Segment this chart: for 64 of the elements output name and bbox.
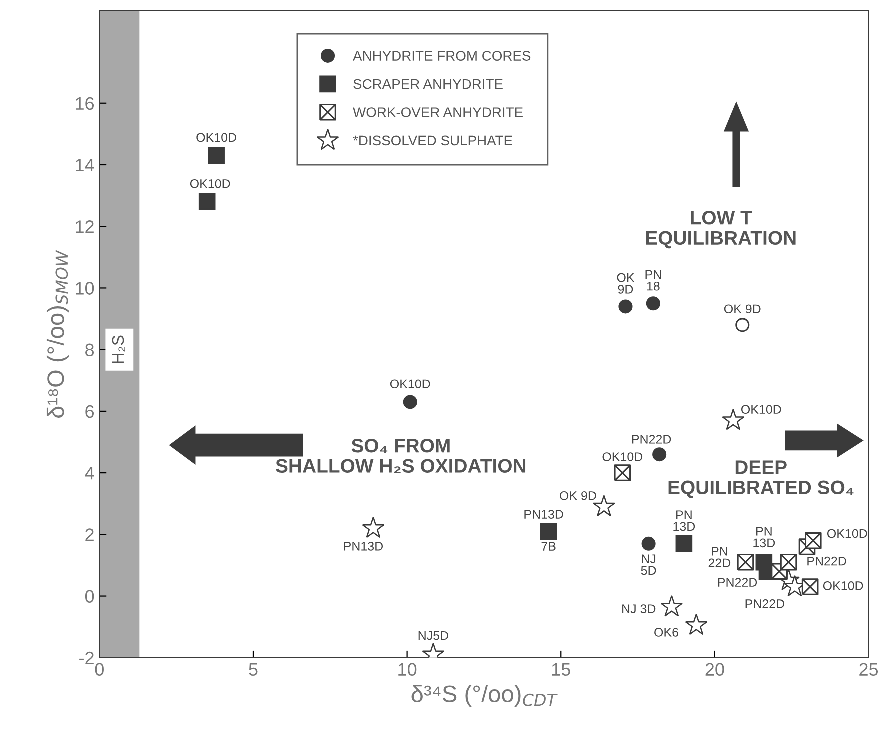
point [736,318,750,332]
band-label: H₂S [112,336,126,364]
y-tick-label: 0 [85,590,94,604]
annotation: NJ 3D [622,604,656,614]
annotation: OK10D [602,452,643,462]
annotation: OK10D [390,380,430,389]
annotation: SO₄ FROM SHALLOW H₂S OXIDATION [276,438,526,474]
legend-label: SCRAPER ANHYDRITE [354,79,503,90]
annotation: OK 9D [560,491,596,500]
x-tick-label: 5 [249,663,258,676]
annotation: OK 9D [724,304,761,314]
annotation: PN22D [808,556,846,566]
y-tick-label: 8 [86,344,94,357]
point [540,523,558,540]
annotation: OK10D [190,179,230,188]
point [198,194,216,210]
annotation: PN22D [746,600,784,608]
annotation: PN22D [718,578,758,587]
legend-label: WORK-OVER ANHYDRITE [353,108,523,118]
annotation: PN 18 [646,270,662,291]
annotation: OK 9D [617,273,635,294]
point [685,614,708,636]
point [208,147,225,164]
annotation: PN 22D [708,547,731,568]
y-tick-label: 4 [85,467,94,480]
annotation: OK10D [823,582,864,590]
point [660,595,684,617]
x-tick-label: 20 [706,663,724,676]
x-tick-label: 25 [860,663,878,676]
annotation: PN22D [632,435,672,444]
annotation: NJ5D [418,631,448,640]
x-tick-label: 10 [398,663,417,676]
point [646,296,660,311]
point [362,516,385,538]
annotation: 7B [542,542,556,551]
annotation: OK6 [654,628,678,637]
annotation: DEEP EQUILIBRATED SO₄ [668,460,854,498]
y-tick-label: 6 [86,405,94,418]
point [676,536,693,552]
x-tick-label: 15 [552,663,570,676]
y-tick-label: 14 [76,159,94,172]
y-tick-label: 16 [76,97,94,110]
legend-label: *DISSOLVED SULPHATE [353,136,512,146]
point [652,448,667,462]
y-axis-title: δ¹⁸O (°/oo)$_{SMOW}$ [46,250,69,418]
y-tick-label: 10 [76,282,94,295]
annotation: OK10D [827,529,868,538]
annotation: LOW T EQUILIBRATION [646,211,796,249]
annotation: NJ 5D [641,554,656,576]
x-axis-title: δ³⁴S (°/oo)$_{CDT}$ [412,685,558,708]
legend-label: ANHYDRITE FROM CORES [353,51,531,61]
y-tick-label: 2 [86,528,94,542]
y-tick-label: 12 [76,220,94,234]
annotation: PN 13D [674,510,696,532]
annotation: PN 13D [754,527,776,548]
annotation: PN13D [524,510,564,519]
point [403,395,418,410]
point [642,536,656,551]
point [618,300,633,314]
annotation: OK10D [196,133,236,142]
y-tick-label: -2 [80,652,94,664]
annotation: OK10D [742,405,782,414]
x-tick-label: 0 [95,663,104,676]
annotation: PN13D [344,542,384,551]
